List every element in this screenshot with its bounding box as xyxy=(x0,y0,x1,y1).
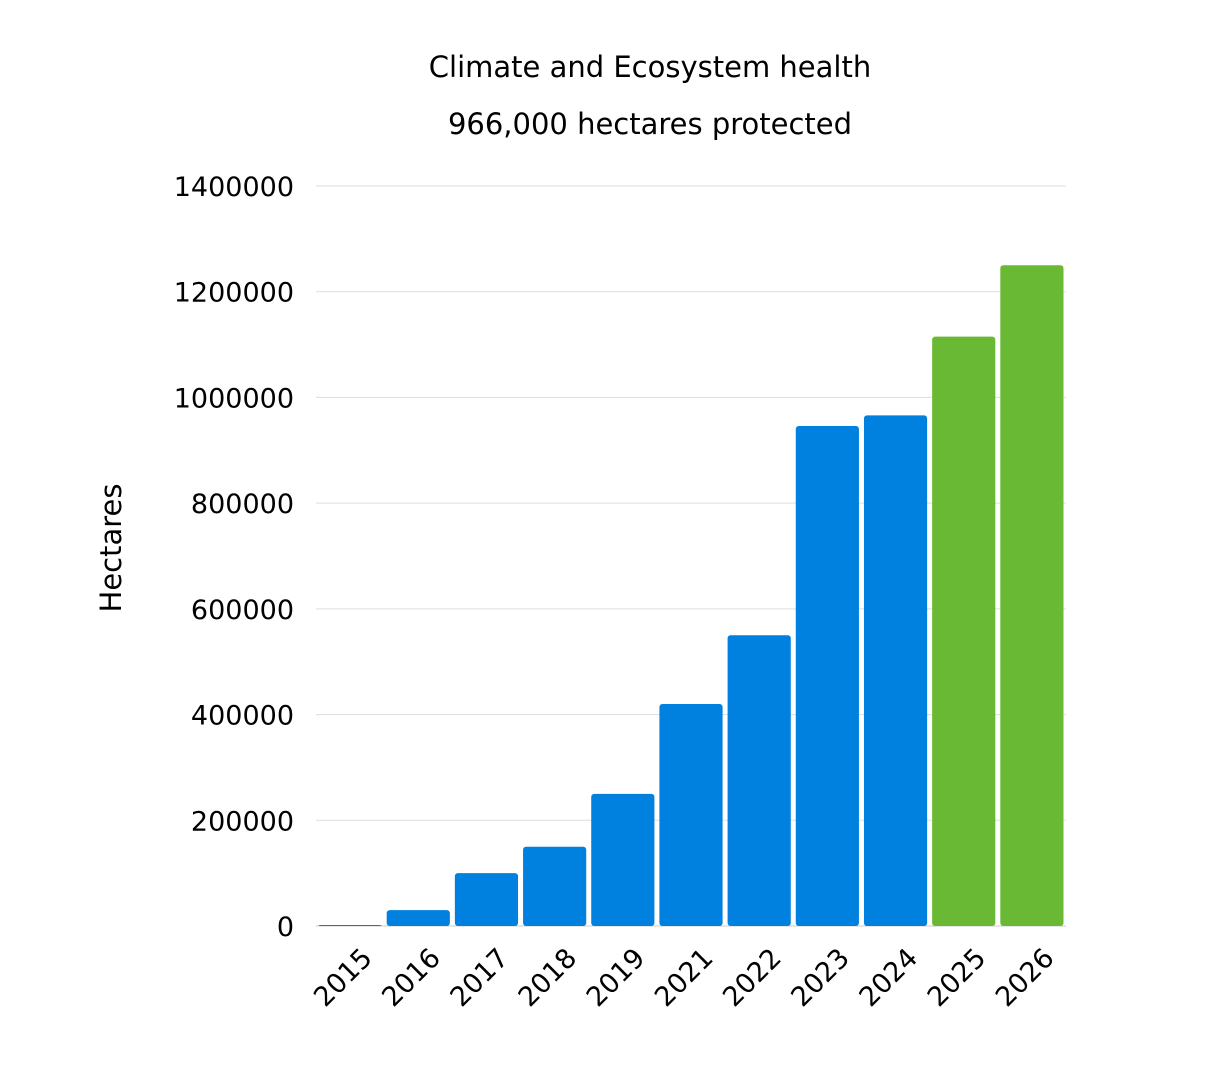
bar-2024 xyxy=(863,415,928,926)
bar-2022 xyxy=(727,635,791,926)
x-tick-label: 2021 xyxy=(649,943,720,1014)
bar-2016 xyxy=(386,910,450,926)
bar-2026 xyxy=(1000,265,1064,926)
x-tick-label: 2016 xyxy=(376,943,447,1014)
x-tick-label: 2026 xyxy=(990,943,1061,1014)
y-tick-label: 1200000 xyxy=(174,278,294,309)
y-tick-label: 600000 xyxy=(191,595,294,626)
x-tick-label: 2025 xyxy=(922,943,993,1014)
y-tick-label: 0 xyxy=(277,912,294,943)
y-tick-label: 200000 xyxy=(191,806,294,837)
x-tick-label: 2019 xyxy=(581,943,652,1014)
y-tick-label: 1400000 xyxy=(174,172,294,203)
bar-2023 xyxy=(795,425,859,926)
chart-subtitle: 966,000 hectares protected xyxy=(447,107,853,141)
x-tick-label: 2024 xyxy=(854,943,925,1014)
bar-2019 xyxy=(591,793,655,926)
x-tick-label: 2018 xyxy=(513,943,584,1014)
y-tick-label: 400000 xyxy=(191,701,294,732)
bar-2018 xyxy=(523,846,587,926)
bars xyxy=(318,265,1064,927)
bar-2021 xyxy=(659,704,723,926)
x-axis-tick-labels: 2015201620172018201920212022202320242025… xyxy=(308,943,1060,1014)
bar-2015 xyxy=(318,925,382,926)
x-tick-label: 2017 xyxy=(444,943,515,1014)
bar-2017 xyxy=(454,873,519,926)
y-axis-tick-labels: 0 200000 400000 600000 800000 1000000 1200000 1… xyxy=(174,172,294,943)
y-tick-label: 1000000 xyxy=(174,383,294,414)
chart-title: Climate and Ecosystem health xyxy=(428,50,872,84)
x-tick-label: 2022 xyxy=(717,943,788,1014)
x-tick-label: 2015 xyxy=(308,943,379,1014)
y-tick-label: 800000 xyxy=(191,489,294,520)
y-axis-label: Hectares xyxy=(94,484,128,613)
bar-2025 xyxy=(932,336,996,927)
x-tick-label: 2023 xyxy=(785,943,856,1014)
